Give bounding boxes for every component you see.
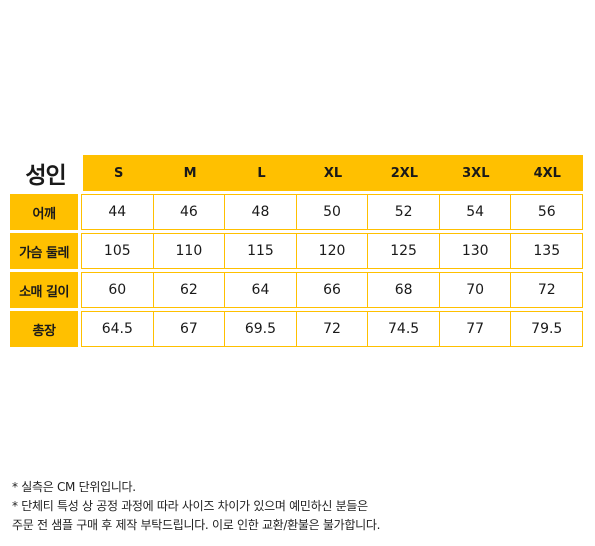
note-line: * 단체티 특성 상 공정 과정에 따라 사이즈 차이가 있으며 예민하신 분들… bbox=[12, 499, 368, 513]
table-cell: 46 bbox=[154, 195, 226, 229]
table-cell: 68 bbox=[368, 273, 440, 307]
table-cell: 54 bbox=[440, 195, 512, 229]
table-cell: 120 bbox=[297, 234, 369, 268]
table-row: 어깨 44 46 48 50 52 54 56 bbox=[10, 194, 583, 230]
table-cell: 79.5 bbox=[531, 321, 563, 337]
size-header: M bbox=[183, 165, 197, 181]
note-line: 주문 전 샘플 구매 후 제작 부탁드립니다. 이로 인한 교환/환불은 불가합… bbox=[12, 518, 381, 532]
size-header-band: S M L XL 2XL 3XL 4XL bbox=[83, 155, 583, 191]
size-header: L bbox=[257, 165, 266, 181]
table-cell: 50 bbox=[297, 195, 369, 229]
table-cell: 70 bbox=[440, 273, 512, 307]
table-cell: 48 bbox=[225, 195, 297, 229]
table-row: 총장 64.5 67 69.5 72 74.5 77 79.5 bbox=[10, 311, 583, 347]
table-cell: 52 bbox=[368, 195, 440, 229]
table-cell: 130 bbox=[440, 234, 512, 268]
table-cell: 77 bbox=[440, 312, 512, 346]
note-line: * 실측은 CM 단위입니다. bbox=[12, 480, 136, 494]
table-header-row: 성인 S M L XL 2XL 3XL 4XL bbox=[10, 155, 583, 191]
table-cell: 64 bbox=[225, 273, 297, 307]
size-notes: * 실측은 CM 단위입니다. * 단체티 특성 상 공정 과정에 따라 사이즈… bbox=[12, 478, 380, 535]
table-cell: 60 bbox=[82, 273, 154, 307]
table-cell: 105 bbox=[82, 234, 154, 268]
row-label: 총장 bbox=[10, 311, 78, 347]
table-cell: 115 bbox=[225, 234, 297, 268]
row-label: 가슴 둘레 bbox=[10, 233, 78, 269]
table-cell: 110 bbox=[154, 234, 226, 268]
table-cell: 56 bbox=[537, 204, 556, 220]
table-cell: 64.5 bbox=[82, 312, 154, 346]
table-cell: 72 bbox=[297, 312, 369, 346]
size-chart-table: 성인 S M L XL 2XL 3XL 4XL 어깨 44 46 48 50 5… bbox=[10, 155, 583, 347]
category-title: 성인 bbox=[25, 163, 66, 189]
size-header: 4XL bbox=[533, 165, 561, 181]
table-cell: 72 bbox=[537, 282, 556, 298]
table-cell: 67 bbox=[154, 312, 226, 346]
size-header: S bbox=[114, 165, 124, 181]
table-cell: 69.5 bbox=[225, 312, 297, 346]
table-cell: 62 bbox=[154, 273, 226, 307]
table-row: 소매 길이 60 62 64 66 68 70 72 bbox=[10, 272, 583, 308]
table-cell: 66 bbox=[297, 273, 369, 307]
table-cell: 135 bbox=[533, 243, 561, 259]
row-label: 어깨 bbox=[10, 194, 78, 230]
size-header: 3XL bbox=[462, 165, 490, 181]
size-header: 2XL bbox=[390, 165, 419, 181]
table-cell: 125 bbox=[368, 234, 440, 268]
row-label: 소매 길이 bbox=[10, 272, 78, 308]
size-header: XL bbox=[323, 165, 343, 181]
table-row: 가슴 둘레 105 110 115 120 125 130 135 bbox=[10, 233, 583, 269]
table-cell: 44 bbox=[82, 195, 154, 229]
table-cell: 74.5 bbox=[368, 312, 440, 346]
